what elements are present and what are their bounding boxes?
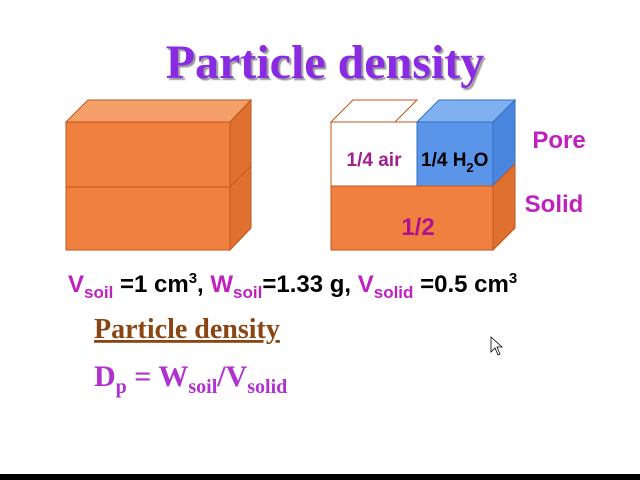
water-label: 1/4 H2O xyxy=(421,150,488,175)
title: Particle density xyxy=(166,36,485,89)
water-text: O xyxy=(474,150,489,171)
soil-block xyxy=(64,98,253,252)
pore-label: Pore xyxy=(532,127,585,154)
bottom-bar xyxy=(0,474,640,480)
formula: Dp = Wsoil/Vsolid xyxy=(94,360,287,398)
separator: , xyxy=(197,271,210,298)
mouse-cursor xyxy=(490,336,504,356)
formula-symbol: /V xyxy=(216,360,247,393)
formula-symbol: = W xyxy=(127,360,189,393)
formula-subscript: solid xyxy=(247,376,287,398)
symbol: W xyxy=(210,271,233,298)
superscript: 3 xyxy=(189,270,197,287)
superscript: 3 xyxy=(509,270,517,287)
symbol: V xyxy=(358,271,374,298)
value: =1 cm xyxy=(113,271,188,298)
formula-subscript: soil xyxy=(188,376,217,398)
component-block xyxy=(329,98,517,252)
formula-symbol: D xyxy=(94,360,116,393)
solid-fraction: 1/2 xyxy=(401,214,434,241)
solid-label: Solid xyxy=(525,191,584,218)
subscript: solid xyxy=(374,283,414,302)
value: =1.33 g, xyxy=(262,271,357,298)
symbol: V xyxy=(68,271,84,298)
value: =0.5 cm xyxy=(413,271,508,298)
water-text: 1/4 H xyxy=(421,150,466,171)
formula-subscript: p xyxy=(116,376,127,398)
subscript: soil xyxy=(84,283,113,302)
given-values: Vsoil =1 cm3, Wsoil=1.33 g, Vsolid =0.5 … xyxy=(68,270,517,302)
subscript: soil xyxy=(233,283,262,302)
air-label: 1/4 air xyxy=(347,150,403,171)
water-subscript: 2 xyxy=(466,160,473,175)
subheading: Particle density xyxy=(94,314,280,345)
